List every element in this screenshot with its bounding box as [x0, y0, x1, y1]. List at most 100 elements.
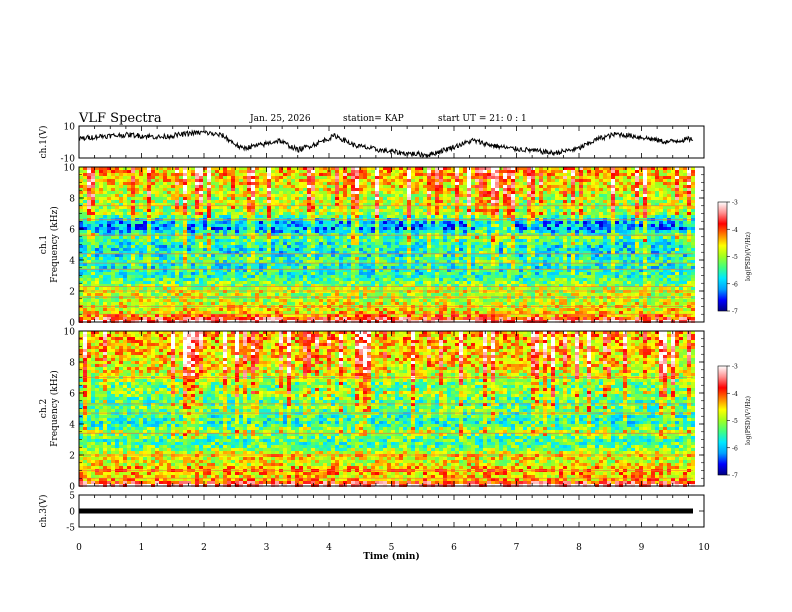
ch1-spectrogram-cell: [683, 200, 687, 203]
ch1-spectrogram-cell: [323, 212, 327, 215]
ch1-spectrogram-cell: [387, 167, 391, 170]
ch1-spectrogram-cell: [235, 227, 239, 230]
ch1-spectrogram-cell: [503, 221, 507, 224]
ch1-spectrogram-cell: [379, 260, 383, 263]
ch1-spectrogram-cell: [659, 260, 663, 263]
ch1-spectrogram-cell: [435, 209, 439, 212]
ch1-spectrogram-cell: [623, 176, 627, 179]
ch1-spectrogram-cell: [467, 260, 471, 263]
ch1-spectrogram-cell: [175, 191, 179, 194]
ch1-spectrogram-cell: [359, 242, 363, 245]
ch1-spectrogram-cell: [151, 257, 155, 260]
ch1-spectrogram-cell: [627, 197, 631, 200]
ch1-spectrogram-cell: [175, 188, 179, 191]
ch1-spectrogram-cell: [403, 260, 407, 263]
ch1-spectrogram-cell: [563, 203, 567, 206]
ch1-spectrogram-cell: [431, 191, 435, 194]
ch1-spectrogram-cell: [459, 179, 463, 182]
ch1-spectrogram-cell: [235, 221, 239, 224]
ch1-spectrogram-cell: [431, 233, 435, 236]
ch1-spectrogram-cell: [323, 194, 327, 197]
ch1-spectrogram-cell: [447, 260, 451, 263]
ch1-spectrogram-cell: [419, 224, 423, 227]
ch1-spectrogram-cell: [675, 167, 679, 170]
ch1-spectrogram-cell: [555, 239, 559, 242]
ch1-spectrogram-cell: [539, 254, 543, 257]
ch1-spectrogram-cell: [171, 245, 175, 248]
ch1-spectrogram-cell: [171, 215, 175, 218]
ch1-spectrogram-cell: [171, 206, 175, 209]
ch1-spectrogram-cell: [279, 257, 283, 260]
ch1-spectrogram-cell: [191, 221, 195, 224]
ch1-spectrogram-cell: [535, 185, 539, 188]
ch1-spectrogram-cell: [603, 203, 607, 206]
ch1-spectrogram-cell: [183, 170, 187, 173]
ch1-spectrogram-cell: [323, 239, 327, 242]
ch1-spectrogram-cell: [691, 206, 695, 209]
ch1-spectrogram-cell: [283, 257, 287, 260]
ch1-spectrogram-cell: [351, 188, 355, 191]
ch1-spectrogram-cell: [411, 209, 415, 212]
ch1-spectrogram-cell: [435, 176, 439, 179]
ch1-spectrogram-cell: [631, 209, 635, 212]
ch1-spectrogram-cell: [635, 221, 639, 224]
ch1-spectrogram-cell: [619, 170, 623, 173]
ch1-spectrogram-cell: [179, 191, 183, 194]
ch1-spectrogram-cell: [419, 251, 423, 254]
ch1-spectrogram-cell: [139, 251, 143, 254]
ch1-spectrogram-cell: [503, 215, 507, 218]
ch1-spectrogram-cell: [503, 254, 507, 257]
ch1-spectrogram-cell: [539, 260, 543, 263]
ch1-spectrogram-cell: [347, 182, 351, 185]
ch1-spectrogram-cell: [523, 215, 527, 218]
ch1-spectrogram-cell: [339, 221, 343, 224]
ch1-spectrogram-cell: [531, 227, 535, 230]
ch1-spectrogram-cell: [79, 209, 83, 212]
ch1-spectrogram-cell: [279, 185, 283, 188]
ch1-spectrogram-cell: [643, 203, 647, 206]
ch1-spectrogram-cell: [491, 236, 495, 239]
ch1-spectrogram-cell: [519, 173, 523, 176]
ch1-spectrogram-cell: [575, 182, 579, 185]
ch1-spectrogram-cell: [251, 167, 255, 170]
ch1-spectrogram-cell: [615, 212, 619, 215]
ch1-spectrogram-cell: [99, 257, 103, 260]
ch1-spectrogram-cell: [235, 206, 239, 209]
ch1-spectrogram-cell: [107, 260, 111, 263]
ch1-spectrogram-cell: [223, 188, 227, 191]
ch1-spectrogram-cell: [483, 206, 487, 209]
ch1-spectrogram-cell: [543, 248, 547, 251]
ch1-spectrogram-cell: [523, 230, 527, 233]
ch1-spectrogram-cell: [287, 194, 291, 197]
ch1-spectrogram-cell: [315, 242, 319, 245]
ch1-spectrogram-cell: [447, 194, 451, 197]
ch1-spectrogram-cell: [451, 212, 455, 215]
ch1-spectrogram-cell: [259, 230, 263, 233]
ch1-spectrogram-cell: [579, 254, 583, 257]
ch1-spectrogram-cell: [127, 170, 131, 173]
ch1-spectrogram-cell: [439, 191, 443, 194]
ch1-spectrogram-cell: [147, 170, 151, 173]
ch1-spectrogram-cell: [451, 185, 455, 188]
ch1-spectrogram-cell: [411, 221, 415, 224]
ch1-spectrogram-cell: [307, 224, 311, 227]
ch1-spectrogram-cell: [435, 251, 439, 254]
ch1-spectrogram-cell: [663, 233, 667, 236]
ch1-spectrogram-cell: [647, 257, 651, 260]
ch1-spectrogram-cell: [691, 188, 695, 191]
ch1-spectrogram-cell: [335, 170, 339, 173]
ch1-spectrogram-cell: [471, 203, 475, 206]
ch1-spectrogram-cell: [507, 254, 511, 257]
ch1-spectrogram-cell: [323, 185, 327, 188]
ch1-spectrogram-cell: [579, 242, 583, 245]
ch1-spectrogram-cell: [295, 212, 299, 215]
ch1-spectrogram-cell: [563, 239, 567, 242]
ch1-spectrogram-cell: [115, 182, 119, 185]
ch1-spectrogram-cell: [619, 200, 623, 203]
ch1-spectrogram-cell: [95, 254, 99, 257]
ch1-spectrogram-cell: [259, 191, 263, 194]
ch1-spectrogram-cell: [363, 215, 367, 218]
ch1-spectrogram-cell: [583, 251, 587, 254]
ch1-spectrogram-cell: [635, 182, 639, 185]
ch1-spectrogram-cell: [607, 251, 611, 254]
